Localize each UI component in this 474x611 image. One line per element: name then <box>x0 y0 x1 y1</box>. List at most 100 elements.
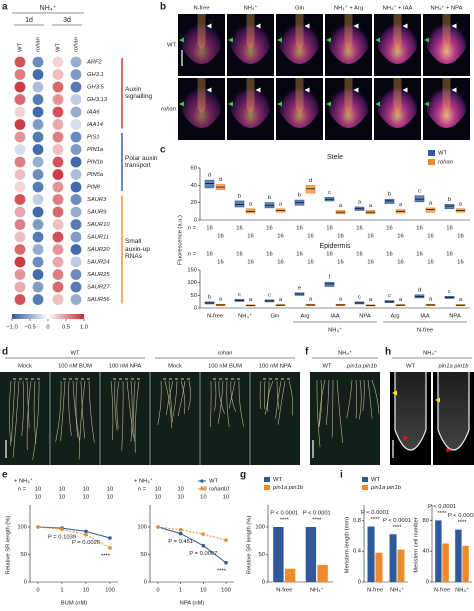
root <box>362 379 365 411</box>
y-tick-label: 50 <box>21 552 27 558</box>
panel-letter: a <box>2 2 8 13</box>
treatment-label: 100 nM NPA <box>109 364 142 370</box>
arrowhead <box>304 87 310 93</box>
arrowhead <box>353 23 359 29</box>
n-value: 16 <box>446 252 452 258</box>
x-tick-label: 0 <box>156 588 159 594</box>
row-label: rohan <box>161 107 176 113</box>
series-line <box>157 526 227 564</box>
arrowhead <box>228 37 233 43</box>
y-tick-label: 100 <box>187 280 197 286</box>
significance-letter: a <box>459 297 463 303</box>
n-value: 16 <box>416 252 422 258</box>
arrowhead <box>424 37 429 43</box>
root <box>164 380 172 429</box>
x-tick-label: 10 <box>200 588 206 594</box>
column-label: NH₄⁺ + Arg <box>334 5 363 12</box>
group-label-box: Polar auxin transport <box>125 155 158 170</box>
significance-letter: d <box>208 173 211 179</box>
x-tick-label: NPA <box>449 314 461 320</box>
root-stele <box>344 14 353 49</box>
column-label: rohan <box>74 37 80 52</box>
data-point <box>178 531 183 536</box>
heatmap-cell <box>32 94 44 105</box>
root <box>166 380 174 416</box>
arrowhead <box>277 37 282 43</box>
root-outline <box>394 372 427 451</box>
heatmap-cell <box>52 281 64 293</box>
root <box>371 379 380 414</box>
y-tick-label: 100 <box>137 525 147 531</box>
row-label: WT <box>167 43 176 49</box>
root <box>9 380 12 447</box>
root <box>359 379 362 420</box>
x-tick-label: N-free <box>276 588 292 594</box>
panel-letter: c <box>160 145 166 156</box>
gene-label: SAUR9 <box>87 210 107 216</box>
significance-letter: a <box>339 203 343 209</box>
arrowhead <box>446 447 452 453</box>
root <box>134 380 140 453</box>
n-value: 10 <box>59 487 65 493</box>
x-tick-label: IAA <box>330 314 339 320</box>
data-point <box>108 536 112 540</box>
x-tick-label: IAA <box>420 314 429 320</box>
heatmap-cell <box>70 106 82 118</box>
box <box>414 195 425 203</box>
root <box>318 379 322 427</box>
n-value: 16 <box>427 234 433 240</box>
n-value: 16 <box>356 226 362 232</box>
y-tick-label: 100 <box>255 525 265 531</box>
root <box>12 380 20 458</box>
heatmap-cell <box>14 256 26 268</box>
condition-label: NH₄⁺ <box>338 350 352 357</box>
significance-letter: d <box>418 287 421 293</box>
colorbar-tick-label: −0.5 <box>24 325 35 331</box>
colorbar <box>12 314 84 319</box>
legend-label: WT <box>438 151 447 157</box>
heatmap-cell <box>32 56 44 68</box>
heatmap-cell <box>14 94 26 105</box>
heatmap-cell <box>52 169 64 180</box>
data-point <box>36 525 40 529</box>
plot-title: Stele <box>327 154 343 161</box>
y-tick-label: 40 <box>191 183 197 189</box>
heatmap-cell <box>52 219 64 230</box>
colorbar-tick-label: 1.0 <box>80 325 88 331</box>
heatmap-cell <box>52 269 64 280</box>
p-value: P < 0.0001 <box>448 513 474 519</box>
arrowhead <box>375 37 380 43</box>
gene-label: SAUR56 <box>87 297 110 303</box>
gene-label: SAUR10 <box>87 222 110 228</box>
root-outline <box>437 372 470 451</box>
n-value: 16 <box>296 252 302 258</box>
x-tick-label: Arg <box>300 314 309 320</box>
x-tick-label: 1 <box>179 588 182 594</box>
significance-letter: a <box>399 297 403 303</box>
root <box>32 380 40 460</box>
significance-letter: b <box>388 192 391 198</box>
heatmap-cell <box>14 231 26 243</box>
marker-label: St <box>208 20 214 26</box>
root-stele <box>442 14 451 49</box>
y-axis-label: Relative SR length (%) <box>6 516 12 575</box>
column-label: NH₄⁺ + IAA <box>383 5 413 12</box>
heatmap-cell <box>14 181 26 193</box>
root-stele <box>246 78 255 113</box>
arrowhead <box>326 101 331 107</box>
arrowhead <box>228 101 233 107</box>
n-value: 10 <box>59 495 65 501</box>
colorbar-tick-label: 0 <box>46 325 49 331</box>
arrowhead <box>179 37 184 43</box>
root <box>367 379 373 419</box>
n-value: 10 <box>35 495 41 501</box>
significance-letter: a <box>339 297 343 303</box>
significance-stars: **** <box>392 525 402 531</box>
gene-label: PIS1 <box>87 135 100 141</box>
gene-label: PIN1b <box>87 160 104 166</box>
root <box>78 380 86 460</box>
significance-letter: b <box>238 193 241 199</box>
x-tick-label: NH₄⁺ <box>390 587 404 594</box>
heatmap-cell <box>70 219 82 230</box>
data-point <box>156 525 160 529</box>
